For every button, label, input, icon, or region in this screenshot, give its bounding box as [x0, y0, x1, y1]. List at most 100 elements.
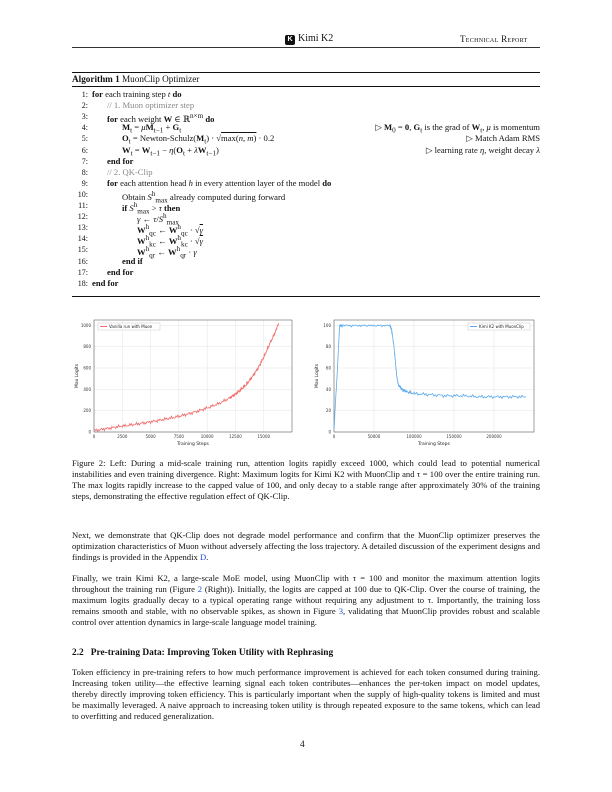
algorithm-line-comment: ▷ M0 = 0, Gt is the grad of Wt, μ is mom…	[375, 122, 540, 136]
legend-box	[97, 322, 161, 331]
algorithm-line-code: Obtain Shmax already computed during for…	[122, 189, 286, 205]
algorithm-line: 15: Whqr ← Whqr · γ	[72, 244, 540, 260]
paragraph-token-efficiency: Token efficiency in pre-training refers …	[72, 667, 540, 721]
algorithm-line-code: // 2. QK-Clip	[107, 166, 153, 177]
algorithm-line-code: end for	[107, 155, 134, 166]
x-tick-label: 5000	[145, 434, 156, 439]
algorithm-line: 1: for each training step t do	[72, 89, 540, 100]
algorithm-line-code: for each weight W ∈ ℝn×m do	[107, 112, 215, 125]
plot-frame	[333, 319, 535, 433]
algorithm-name: MuonClip Optimizer	[122, 74, 200, 84]
y-axis-label: Max Logits	[314, 363, 320, 388]
data-series-line	[93, 323, 279, 433]
algorithm-line-code: end if	[122, 255, 143, 266]
algorithm-line: 18: end for	[72, 278, 540, 289]
x-axis-label: Training Steps	[176, 441, 209, 447]
y-tick-label: 800	[83, 344, 91, 349]
y-tick-label: 600	[83, 366, 91, 371]
y-tick-label: 60	[326, 366, 332, 371]
x-tick-label: 200000	[486, 434, 502, 439]
algorithm-line-number: 10:	[77, 189, 88, 199]
x-tick-label: 100000	[406, 434, 422, 439]
algorithm-line-number: 5:	[81, 134, 88, 144]
algorithm-line-comment: ▷ learning rate η, weight decay λ	[425, 144, 540, 155]
algorithm-line-code: end for	[92, 277, 119, 288]
x-tick-label: 10000	[201, 434, 214, 439]
y-tick-label: 80	[326, 344, 332, 349]
algorithm-line-number: 9:	[81, 178, 88, 188]
algorithm-line-number: 16:	[77, 256, 88, 266]
section-number: 2.2	[72, 648, 84, 658]
algorithm-line: 9: for each attention head h in every att…	[72, 178, 540, 189]
x-tick-label: 0	[333, 434, 336, 439]
algorithm-title: Algorithm 1 MuonClip Optimizer	[72, 74, 199, 84]
algorithm-line: 7: end for	[72, 156, 540, 167]
algorithm-line: 17: end for	[72, 267, 540, 278]
algorithm-line: 12: γ ← τ/Shmax	[72, 211, 540, 227]
algorithm-line-code: for each attention head h in every atten…	[107, 177, 332, 188]
appendix-link[interactable]: D	[199, 552, 207, 562]
algorithm-line-number: 14:	[77, 234, 88, 244]
algorithm-line-number: 4:	[81, 123, 88, 133]
header-rule	[72, 47, 540, 48]
algorithm-line-number: 7:	[81, 156, 88, 166]
algorithm-line-number: 13:	[77, 223, 88, 233]
chart-muonclip-max-logits: 0 20 40 60 80 100 0 50000 100000 150000 200000 Trai…	[314, 319, 535, 447]
x-tick-label: 15000	[257, 434, 270, 439]
header-report-label: Technical Report	[460, 34, 528, 44]
algorithm-line: 5: Ot = Newton-Schulz(Mt) · √max(n, m) · …	[72, 133, 540, 146]
algorithm-line-code: Wt = Wt−1 − η(Ot + λWt−1)	[122, 144, 219, 158]
x-tick-label: 12500	[229, 434, 242, 439]
algorithm-line: 8: // 2. QK-Clip	[72, 167, 540, 178]
algorithm-line-number: 15:	[77, 245, 88, 255]
y-tick-label: 200	[83, 408, 91, 413]
figure-2-link[interactable]: 2	[197, 584, 203, 594]
algorithm-line-code: for each training step t do	[92, 89, 182, 99]
x-axis-label: Training Steps	[417, 441, 450, 447]
y-tick-label: 20	[326, 408, 332, 413]
algorithm-line-number: 18:	[77, 278, 88, 288]
algorithm-line-code: Whkc ← Whkc · √γ	[137, 234, 204, 249]
algorithm-line-code: Whqr ← Whqr · γ	[137, 245, 197, 260]
kimi-logo-icon: K	[285, 35, 295, 45]
algorithm-line: 6: Wt = Wt−1 − η(Ot + λWt−1) ▷ learning ra…	[72, 144, 540, 158]
algorithm-line-code: if Shmax > τ then	[122, 201, 181, 216]
page-number: 4	[300, 740, 305, 750]
x-tick-label: 0	[93, 434, 96, 439]
algorithm-line-number: 8:	[81, 167, 88, 177]
x-tick-label: 50000	[368, 434, 381, 439]
y-tick-label: 100	[323, 323, 331, 328]
legend-label: Vanilla run with Muon	[109, 324, 153, 329]
legend-box	[467, 322, 531, 331]
algorithm-line: 4: Mt = μMt−1 + Gt ▷ M0 = 0, Gt is the gra…	[72, 122, 540, 135]
algorithm-line: 13: Whqc ← Whqc · √γ	[72, 222, 540, 238]
algorithm-line-number: 2:	[81, 101, 88, 111]
algorithm-line-code: Ot = Newton-Schulz(Mt) · √max(n, m) · 0.…	[122, 133, 275, 147]
algorithm-line-number: 6:	[81, 145, 88, 155]
algorithm-line: 14: Whkc ← Whkc · √γ	[72, 233, 540, 249]
legend-label: Kimi K2 with MuonClip	[479, 324, 524, 329]
algorithm-line-number: 1:	[81, 90, 88, 99]
algorithm-line: 11: if Shmax > τ then	[72, 200, 540, 216]
figure-3-link[interactable]: 3	[338, 606, 343, 616]
y-tick-label: 400	[83, 387, 91, 392]
y-tick-label: 0	[328, 430, 331, 435]
algorithm-line-number: 12:	[77, 212, 88, 222]
data-series-line	[333, 323, 527, 430]
algorithm-line-number: 3:	[81, 112, 88, 122]
algorithm-line-code: Mt = μMt−1 + Gt	[122, 122, 182, 136]
x-tick-label: 2500	[117, 434, 128, 439]
y-tick-label: 40	[326, 387, 332, 392]
y-tick-label: 0	[88, 430, 91, 435]
algorithm-bottom-rule	[72, 296, 540, 297]
x-tick-label: 150000	[446, 434, 462, 439]
algorithm-line-code: Whqc ← Whqc · √γ	[137, 223, 204, 238]
algorithm-line-code: end for	[107, 266, 134, 277]
algorithm-line: 2: // 1. Muon optimizer step	[72, 100, 540, 111]
y-tick-label: 1000	[81, 323, 92, 328]
figure-caption: Figure 2: Left: During a mid-scale train…	[72, 458, 540, 501]
algorithm-top-rule	[72, 72, 540, 73]
algorithm-line: 16: end if	[72, 256, 540, 267]
section-heading: 2.2 Pre-training Data: Improving Token U…	[72, 648, 333, 658]
